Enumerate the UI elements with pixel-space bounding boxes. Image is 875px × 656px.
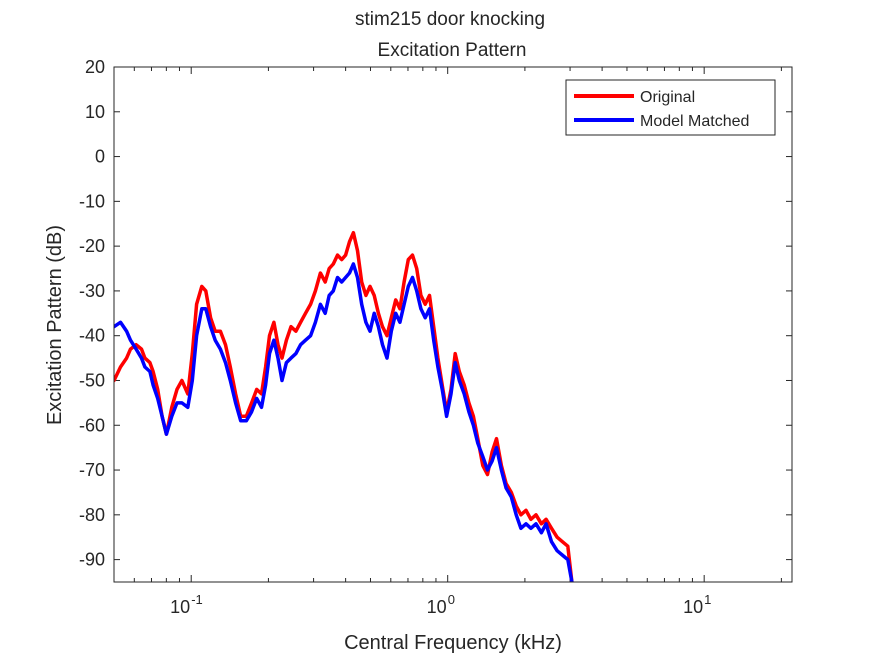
x-tick-label-exponent: 1 <box>704 592 711 607</box>
x-tick-label-exponent: 0 <box>448 592 455 607</box>
x-tick-label-base: 10 <box>170 597 190 617</box>
y-tick-label: -50 <box>79 370 105 390</box>
y-tick-label: -90 <box>79 550 105 570</box>
series-line-model-matched <box>114 262 574 582</box>
legend: Original Model Matched <box>565 79 776 136</box>
x-axis-label: Central Frequency (kHz) <box>344 632 562 654</box>
y-tick-label: -80 <box>79 505 105 525</box>
y-tick-label: -30 <box>79 281 105 301</box>
y-axis-label: Excitation Pattern (dB) <box>44 225 66 425</box>
x-tick-label-base: 10 <box>427 597 447 617</box>
x-tick-label-exponent: -1 <box>191 592 203 607</box>
series-layer <box>114 230 574 582</box>
legend-model-matched-label: Model Matched <box>640 113 749 130</box>
y-tick-label: -40 <box>79 326 105 346</box>
y-tick-label: -60 <box>79 415 105 435</box>
y-tick-label: -70 <box>79 460 105 480</box>
y-tick-label: -10 <box>79 191 105 211</box>
y-tick-label: 10 <box>85 102 105 122</box>
y-tick-label: 0 <box>95 147 105 167</box>
legend-box <box>565 79 776 136</box>
chart-subtitle: Excitation Pattern <box>378 40 527 61</box>
x-axis-ticks: 10 -1 10 0 10 1 <box>113 67 782 617</box>
y-axis-ticks: 20 10 0 -10 -20 -30 -40 -50 -60 -70 -80 -90 <box>79 57 792 570</box>
chart-title: stim215 door knocking <box>355 9 545 30</box>
legend-original-label: Original <box>640 89 695 106</box>
y-tick-label: 20 <box>85 57 105 77</box>
plot-area-frame <box>113 66 793 583</box>
x-tick-label-base: 10 <box>683 597 703 617</box>
y-tick-label: -20 <box>79 236 105 256</box>
